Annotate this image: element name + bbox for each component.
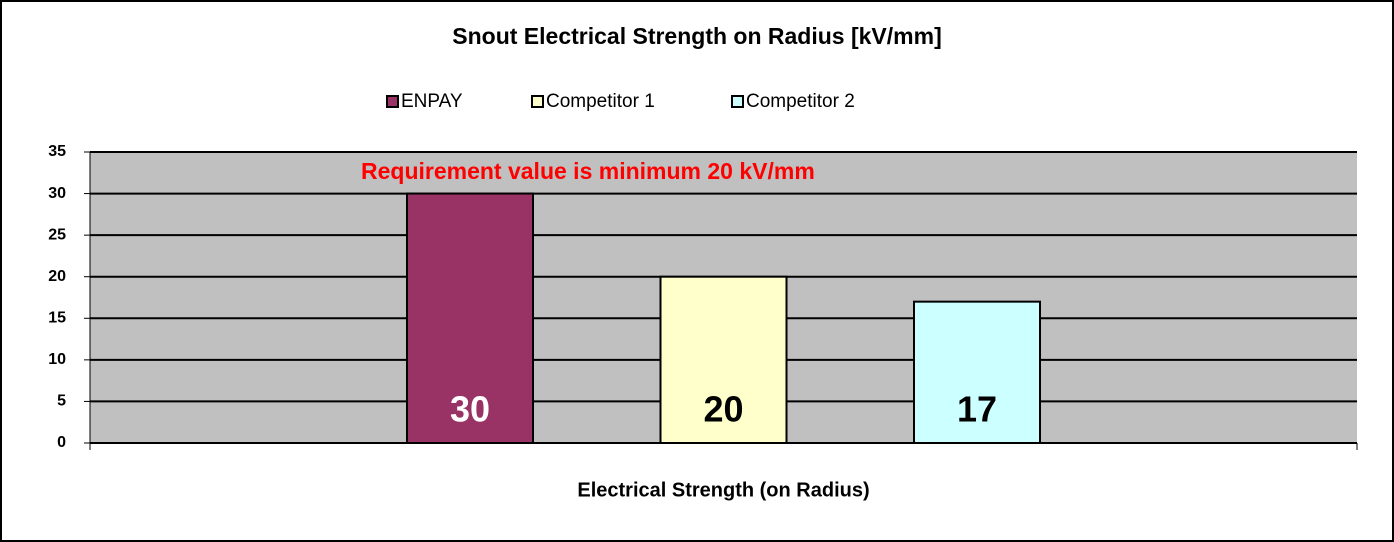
data-label: 30 (450, 389, 490, 430)
bar (659, 275, 788, 445)
chart-title: Snout Electrical Strength on Radius [kV/… (452, 23, 941, 49)
data-label: 17 (957, 389, 997, 430)
y-tick-label: 25 (48, 226, 66, 243)
legend-swatch (731, 95, 744, 108)
y-tick-label: 0 (57, 434, 66, 451)
y-tick-label: 30 (48, 185, 66, 202)
x-tick-label: Electrical Strength (on Radius) (577, 479, 869, 501)
bar (406, 192, 534, 444)
y-tick-label: 35 (48, 143, 66, 160)
legend-swatch (531, 95, 544, 108)
annotation: Requirement value is minimum 20 kV/mm (361, 158, 815, 184)
bar (913, 300, 1041, 444)
legend-swatch (386, 95, 399, 108)
legend-label: Competitor 2 (746, 91, 855, 112)
y-tick-label: 10 (48, 351, 66, 368)
y-tick-label: 15 (48, 310, 66, 327)
y-tick-label: 5 (57, 393, 66, 410)
legend-label: ENPAY (401, 91, 463, 112)
data-label: 20 (703, 389, 743, 430)
legend-label: Competitor 1 (546, 91, 655, 112)
y-tick-label: 20 (48, 268, 66, 285)
